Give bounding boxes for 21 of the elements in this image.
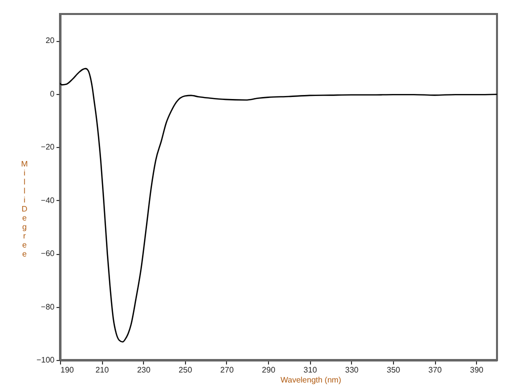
x-tick-label: 370 — [428, 366, 442, 374]
y-tick-label: −100 — [36, 356, 56, 364]
x-tick-label: 250 — [178, 366, 193, 374]
x-tick-label: 350 — [386, 366, 401, 374]
y-tick-label: −60 — [40, 249, 56, 258]
x-tick-label: 310 — [304, 366, 318, 374]
x-axis-title: Wavelength (nm) — [280, 376, 342, 384]
text: Milli Degree — [21, 160, 28, 258]
y-tick-label: −40 — [40, 196, 56, 205]
y-tick-label: 0 — [50, 89, 56, 98]
y-tick-label: −80 — [40, 302, 56, 312]
x-tick-label: 230 — [137, 366, 151, 374]
y-tick-label: 20 — [46, 36, 56, 46]
x-tick-label: 330 — [345, 366, 360, 374]
line-series — [60, 68, 497, 343]
y-tick-label: −20 — [40, 142, 56, 152]
x-tick-label: 190 — [60, 366, 74, 374]
x-tick-label: 390 — [470, 366, 484, 374]
x-tick-label: 210 — [95, 366, 110, 374]
x-tick-label: 270 — [220, 366, 234, 374]
x-tick-label: 290 — [262, 366, 276, 374]
